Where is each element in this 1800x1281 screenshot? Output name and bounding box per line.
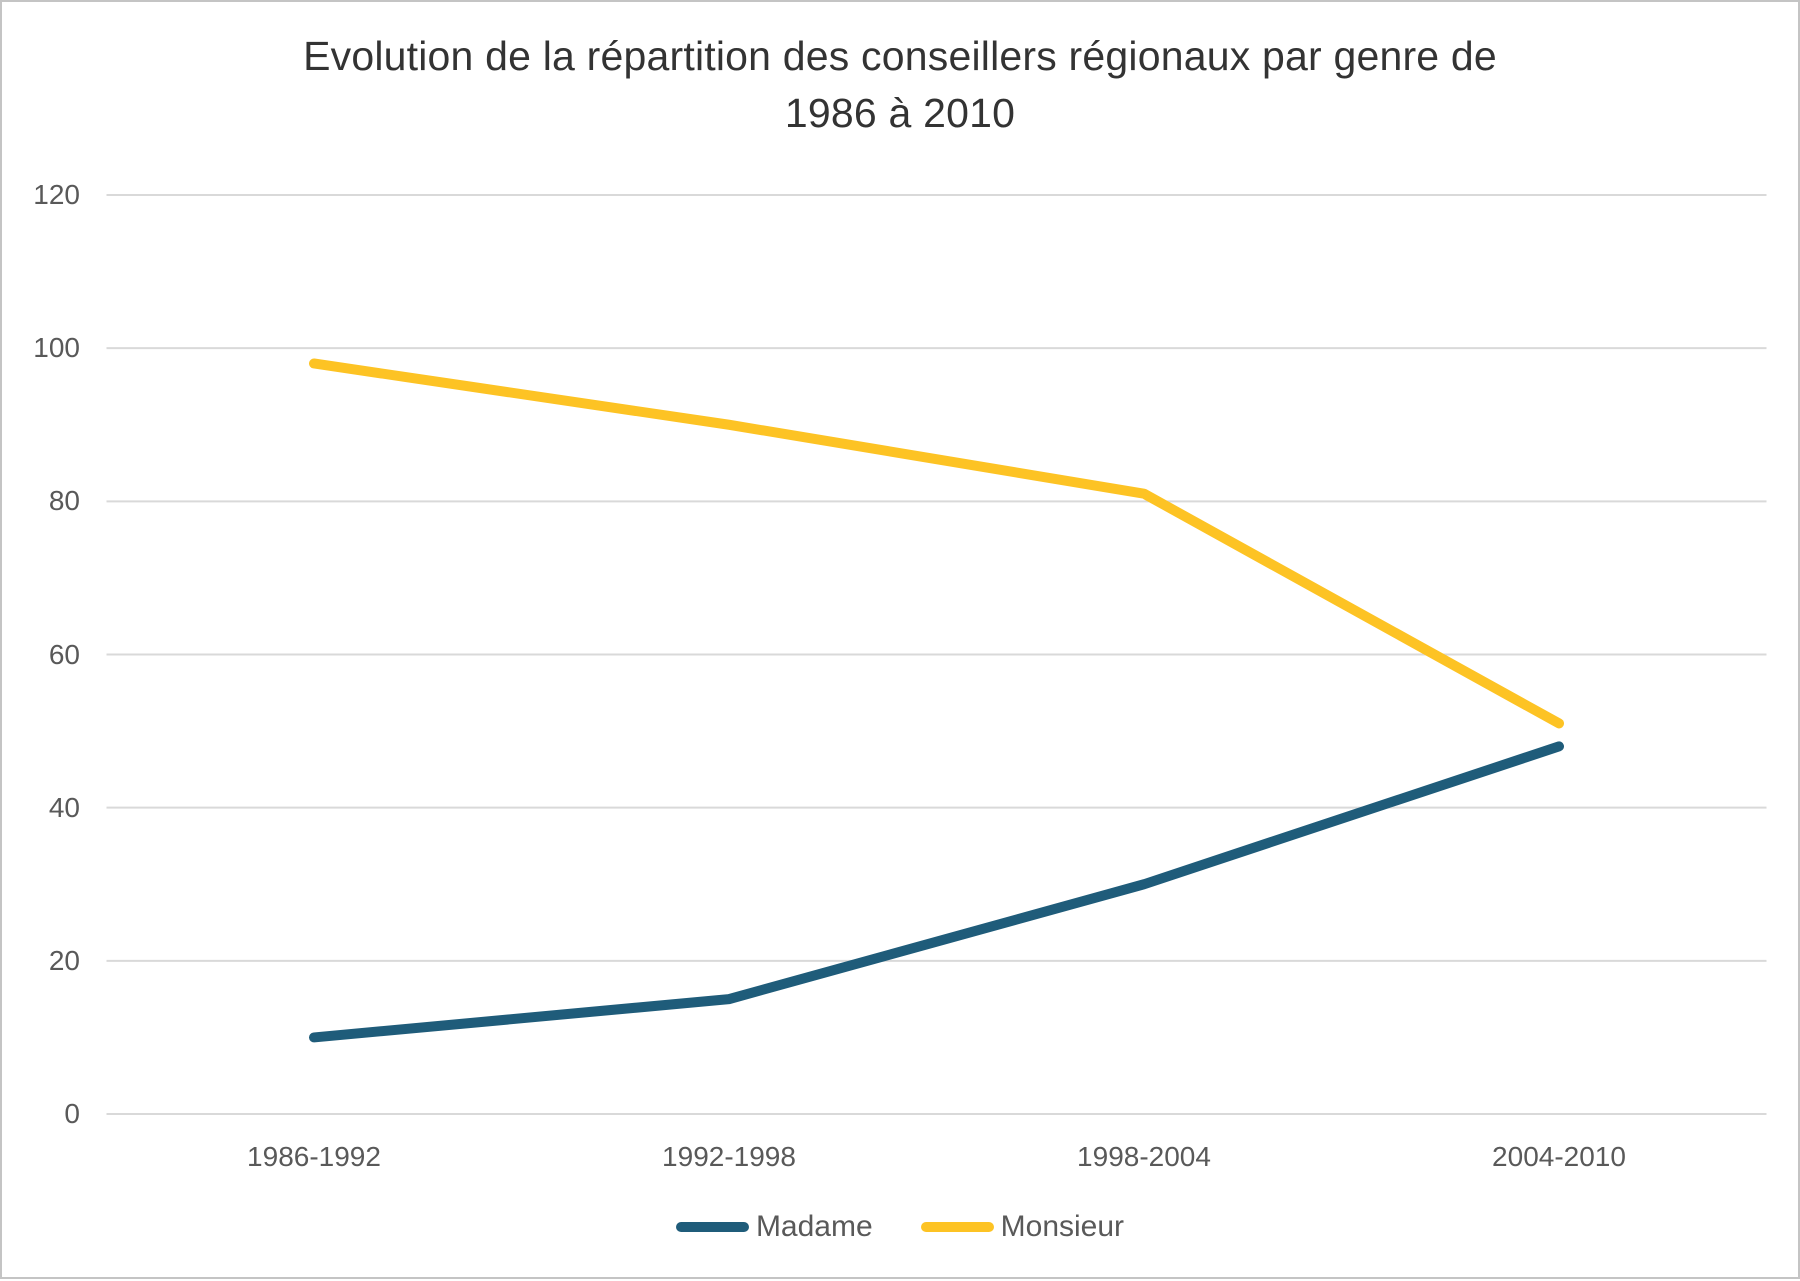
y-tick-label-40: 40	[48, 791, 80, 823]
y-tick-label-0: 0	[64, 1098, 80, 1129]
y-tick-label-60: 60	[48, 638, 80, 670]
series-line-monsieur	[309, 358, 1564, 729]
chart-title-line1: Evolution de la répartition des conseill…	[303, 33, 1497, 79]
legend-label-madame: Madame	[755, 1210, 873, 1243]
y-tick-label-20: 20	[48, 944, 80, 976]
x-category-label-1992-1998: 1992-1998	[662, 1141, 796, 1172]
x-category-label-1998-2004: 1998-2004	[1077, 1141, 1211, 1172]
chart-title: Evolution de la répartition des conseill…	[2, 28, 1798, 142]
legend-item-madame: Madame	[675, 1210, 873, 1244]
legend-line-swatch-monsieur	[920, 1222, 994, 1232]
y-tick-label-80: 80	[48, 485, 80, 517]
legend-line-swatch-madame	[675, 1222, 749, 1232]
y-tick-label-120: 120	[33, 179, 80, 210]
y-tick-label-100: 100	[33, 332, 80, 364]
x-category-label-2004-2010: 2004-2010	[1492, 1141, 1626, 1172]
legend: Madame Monsieur	[2, 1202, 1798, 1252]
chart-title-line2: 1986 à 2010	[784, 90, 1016, 136]
x-category-label-1986-1992: 1986-1992	[247, 1141, 381, 1172]
legend-label-monsieur: Monsieur	[1000, 1210, 1125, 1243]
series-line-madame	[309, 741, 1564, 1043]
legend-item-monsieur: Monsieur	[920, 1210, 1125, 1244]
